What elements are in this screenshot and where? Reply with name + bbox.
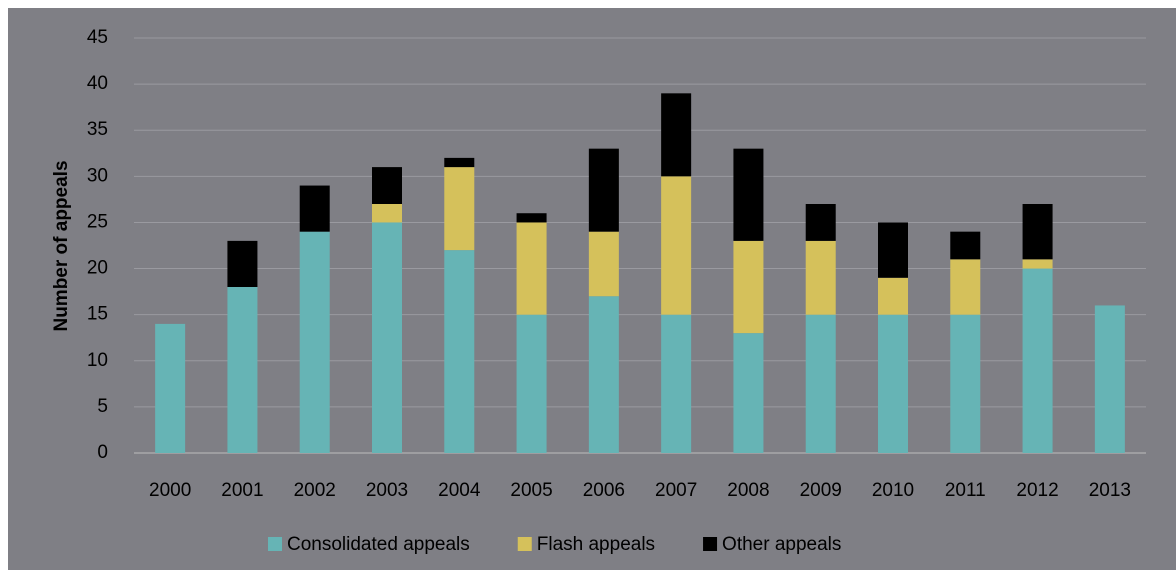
bar-segment [588, 148, 619, 232]
legend-label: Flash appeals [537, 534, 655, 555]
bar-segment [1022, 204, 1053, 260]
bar-segment [661, 314, 692, 453]
y-tick-label: 35 [87, 119, 108, 140]
bar-segment [1094, 305, 1125, 453]
y-tick-label: 25 [87, 211, 108, 232]
legend-swatch [703, 537, 718, 551]
bar-segment [733, 240, 764, 334]
x-tick-label: 2012 [1016, 480, 1058, 501]
y-tick-label: 20 [87, 258, 108, 279]
bar-segment [516, 314, 547, 453]
bar-segment [588, 231, 619, 297]
bar-segment [372, 222, 402, 453]
y-axis-label: Number of appeals [51, 160, 72, 331]
legend-swatch [268, 537, 282, 551]
bar-segment [950, 231, 981, 260]
legend-label: Consolidated appeals [287, 534, 470, 555]
legend-label: Other appeals [722, 534, 841, 555]
bar-segment [444, 250, 475, 453]
x-tick-label: 2000 [149, 480, 191, 501]
bar-segment [444, 157, 475, 168]
y-tick-label: 15 [87, 304, 108, 325]
bar-segment [227, 240, 258, 287]
x-tick-label: 2001 [221, 480, 263, 501]
bar-segment [950, 314, 981, 453]
y-tick-label: 40 [87, 73, 108, 94]
bar-segment [1022, 268, 1053, 453]
x-tick-label: 2002 [294, 480, 336, 501]
bar-segment [372, 167, 402, 204]
bar-segment [372, 204, 402, 223]
x-tick-label: 2008 [727, 480, 769, 501]
bar-segment [805, 314, 836, 453]
x-tick-label: 2006 [583, 480, 625, 501]
bar-segment [878, 277, 908, 315]
bar-segment [444, 167, 475, 251]
bar-segment [299, 185, 330, 232]
bar-segment [878, 222, 908, 278]
x-tick-label: 2003 [366, 480, 408, 501]
x-tick-label: 2011 [945, 480, 986, 501]
bar-segment [1022, 259, 1053, 269]
bar-segment [733, 333, 764, 453]
x-tick-label: 2005 [510, 480, 552, 501]
y-tick-label: 10 [87, 350, 108, 371]
bar-segment [950, 259, 981, 315]
bar-segment [733, 148, 764, 241]
y-tick-label: 30 [87, 165, 108, 186]
bar-segment [878, 314, 908, 453]
y-tick-label: 45 [87, 27, 108, 48]
x-tick-label: 2013 [1089, 480, 1131, 501]
y-tick-label: 5 [97, 396, 108, 417]
bar-segment [516, 213, 547, 223]
bar-segment [299, 231, 330, 453]
x-tick-label: 2004 [438, 480, 481, 501]
bar-segment [661, 93, 692, 177]
legend-swatch [517, 537, 532, 551]
bar-segment [805, 204, 836, 241]
bar-segment [155, 323, 186, 453]
bar-segment [805, 240, 836, 315]
x-tick-label: 2007 [655, 480, 697, 501]
bar-segment [227, 287, 258, 453]
bar-segment [661, 176, 692, 315]
y-tick-label: 0 [97, 442, 108, 463]
x-tick-label: 2009 [800, 480, 842, 501]
bar-segment [516, 222, 547, 315]
bar-segment [588, 296, 619, 453]
x-tick-label: 2010 [872, 480, 914, 501]
